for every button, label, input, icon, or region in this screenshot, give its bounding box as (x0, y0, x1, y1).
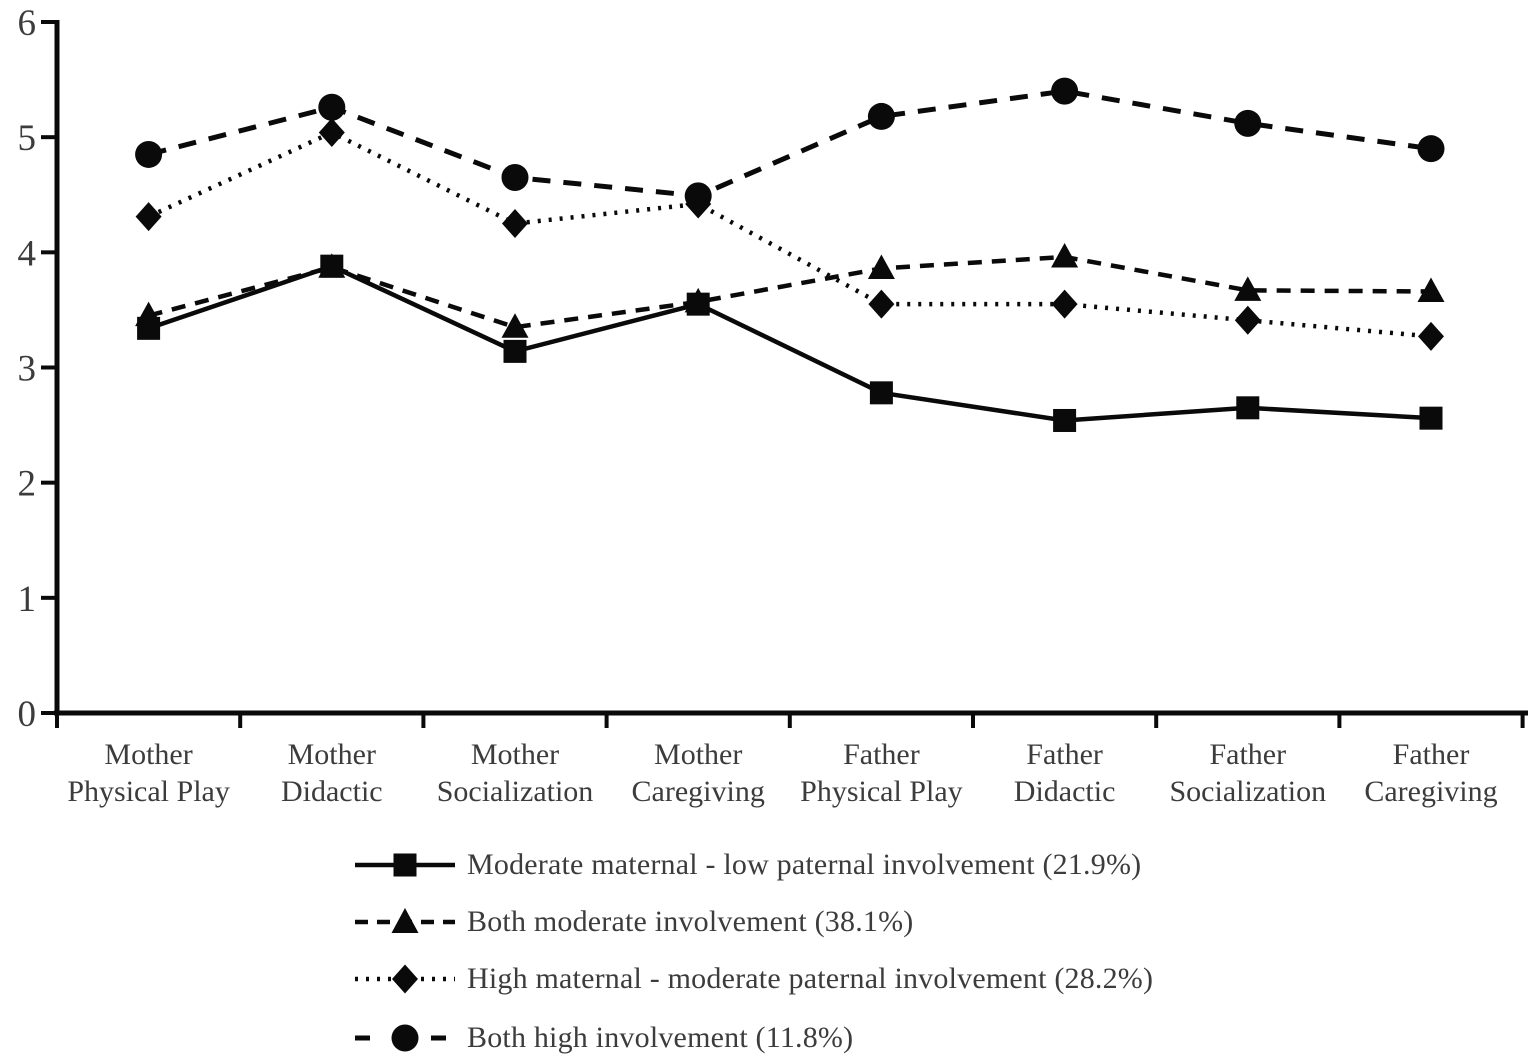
x-category-label: Mother (104, 738, 192, 771)
series-line-circle (147, 88, 1432, 199)
legend-line-sample-dotted (355, 964, 455, 993)
triangle-marker-icon (1234, 276, 1262, 301)
square-marker-icon (137, 316, 161, 340)
legend-label: Both high involvement (11.8%) (467, 1021, 854, 1054)
diamond-marker-icon (502, 209, 528, 239)
y-tick-label: 5 (18, 118, 37, 159)
square-marker-icon (1053, 408, 1077, 432)
x-category-label: Father (1026, 738, 1103, 771)
x-category-label: Father (1209, 738, 1286, 771)
series-line-diamond (147, 130, 1432, 339)
y-tick-label: 6 (18, 3, 37, 44)
chart-canvas: 0 1 2 3 4 5 6 Mother Physical Play Mother Didactic… (18, 3, 1528, 808)
legend-item: Both high involvement (11.8%) (355, 1007, 1153, 1062)
x-category-label: Physical Play (67, 775, 230, 808)
diamond-marker-icon (1418, 321, 1444, 351)
y-tick-label: 0 (18, 694, 37, 735)
triangle-marker-icon (1417, 277, 1445, 302)
legend-label: Moderate maternal - low paternal involve… (467, 847, 1142, 881)
legend-item: High maternal - moderate paternal involv… (355, 950, 1153, 1007)
triangle-marker-icon (867, 254, 895, 279)
x-category-label: Didactic (1014, 775, 1116, 808)
legend-label: High maternal - moderate paternal involv… (467, 961, 1154, 995)
diamond-marker-icon (868, 289, 895, 319)
legend-label: Both moderate involvement (38.1%) (467, 904, 914, 938)
legend-item: Both moderate involvement (38.1%) (355, 893, 1153, 950)
y-tick-label: 4 (18, 233, 37, 274)
diamond-marker-icon (135, 202, 162, 232)
circle-marker-icon (1051, 77, 1079, 105)
x-category-label: Socialization (437, 775, 594, 808)
triangle-marker-icon (501, 313, 529, 338)
triangle-marker-icon (391, 907, 419, 933)
x-category-label: Didactic (281, 775, 383, 808)
circle-marker-icon (684, 182, 712, 210)
x-category-label: Mother (654, 738, 742, 771)
x-category-label: Socialization (1169, 775, 1326, 808)
diamond-marker-icon (318, 118, 345, 148)
chart-legend: Moderate maternal - low paternal involve… (355, 836, 1153, 1062)
square-marker-icon (320, 254, 344, 278)
square-marker-icon (1236, 396, 1260, 420)
x-category-label: Mother (288, 738, 376, 771)
legend-line-sample-solid (355, 853, 455, 876)
diamond-marker-icon (392, 964, 418, 993)
series-line-triangle (148, 254, 1432, 330)
legend-line-sample-long-dash (355, 1024, 455, 1052)
x-category-label: Mother (471, 738, 559, 771)
x-category-label: Father (1393, 738, 1470, 771)
x-category-label: Physical Play (800, 775, 963, 808)
square-marker-icon (869, 381, 893, 405)
square-marker-icon (503, 339, 527, 363)
x-category-label: Caregiving (1364, 775, 1497, 808)
y-tick-label: 1 (18, 579, 37, 620)
legend-item: Moderate maternal - low paternal involve… (355, 836, 1153, 893)
diamond-marker-icon (1051, 289, 1078, 319)
x-category-label: Caregiving (632, 775, 765, 808)
triangle-marker-icon (1051, 242, 1079, 268)
circle-marker-icon (867, 102, 895, 130)
square-marker-icon (393, 853, 417, 876)
square-marker-icon (686, 292, 710, 316)
legend-line-sample-dashed (355, 907, 455, 933)
circle-marker-icon (318, 93, 346, 121)
series-line-square (147, 263, 1432, 423)
x-category-label: Father (843, 738, 920, 771)
diamond-marker-icon (1234, 305, 1261, 335)
square-marker-icon (1419, 406, 1443, 430)
circle-marker-icon (135, 140, 163, 168)
circle-marker-icon (391, 1024, 419, 1052)
circle-marker-icon (1234, 109, 1262, 137)
y-tick-label: 2 (18, 464, 37, 505)
circle-marker-icon (501, 163, 529, 191)
y-tick-label: 3 (18, 349, 37, 390)
circle-marker-icon (1417, 135, 1445, 163)
